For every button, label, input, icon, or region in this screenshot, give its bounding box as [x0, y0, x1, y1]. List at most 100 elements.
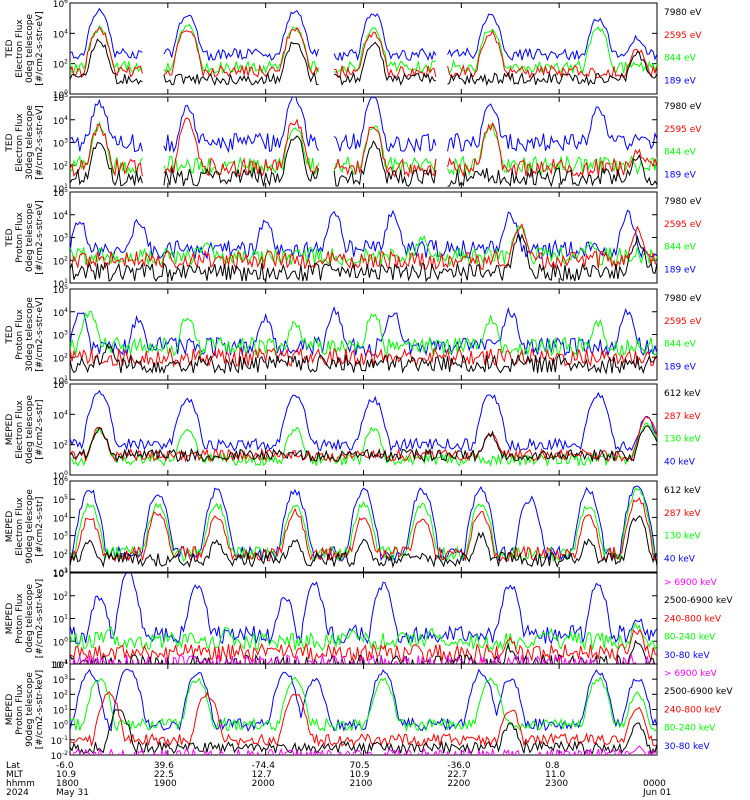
legend-entry: 7980 eV [664, 294, 702, 304]
series-80-240-kev [70, 622, 657, 652]
legend-entry: 2595 eV [664, 317, 702, 327]
plot-frame [69, 383, 658, 476]
y-axis-label-line: Electron Flux [15, 113, 25, 172]
legend-entry: 2595 eV [664, 220, 702, 230]
y-tick-label: 103 [53, 568, 68, 580]
y-axis-label-line: Electron Flux [15, 19, 25, 78]
y-tick-label: 104 [53, 307, 68, 319]
x-tick-mlt: 11.0 [545, 770, 565, 780]
y-axis-label-line: TED [5, 325, 15, 344]
series-7980-ev [70, 343, 657, 375]
data-traces [70, 389, 657, 468]
legend-entry: 130 keV [664, 435, 701, 445]
y-tick-label: 100 [53, 720, 68, 732]
y-axis-label-line: Proton Flux [15, 212, 25, 263]
legend-entry: 30-80 keV [664, 651, 710, 661]
y-tick-label: 106 [53, 0, 68, 10]
x-tick-hhmm: 1900 [154, 779, 177, 789]
panel-3: 105 104 103 102 101 TED Proton Flux 0deg telesc… [5, 187, 702, 290]
x-tick-hhmm: 2300 [545, 779, 568, 789]
x-tick-mlt: 12.7 [252, 770, 272, 780]
y-axis-label-line: [#/cm2-s-str-eV] [35, 297, 45, 372]
y-tick-label: 104 [53, 512, 68, 524]
series-240-800-kev [70, 691, 657, 748]
y-tick-label: 101 [53, 278, 68, 290]
legend-entry: 844 eV [664, 54, 697, 64]
y-axis-label-line: 30deg telescope [25, 297, 35, 372]
legend-entry: 844 eV [664, 243, 697, 253]
data-traces [70, 668, 657, 755]
y-tick-label: 105 [53, 92, 68, 104]
legend-entry: 130 keV [664, 532, 701, 542]
y-axis-label-line: [#/cm2-s-str-keV] [35, 670, 45, 749]
y-axis-label-line: [#/cm2-s-str-eV] [35, 200, 45, 275]
x-tick-mlt: 22.7 [447, 770, 467, 780]
series-612-kev [70, 515, 657, 569]
y-axis-label-line: Electron Flux [15, 497, 25, 556]
x-tick-date: May 31 [56, 788, 89, 798]
y-tick-label: 103 [53, 674, 68, 686]
series-80-240-kev [70, 676, 657, 732]
y-axis-label-line: [#/cm2-s-str-eV] [35, 105, 45, 180]
y-axis-label-line: TED [5, 133, 15, 152]
x-tick-date: Jun 01 [642, 788, 671, 798]
x-axis-row-label: hhmm [6, 779, 35, 789]
series-7980-ev [70, 135, 657, 188]
y-tick-label: 106 [53, 476, 68, 488]
plot-frame [69, 288, 658, 381]
y-axis-label-line: 0deg telescope [25, 203, 35, 273]
x-tick-hhmm: 2100 [350, 779, 373, 789]
x-tick-lat: -36.0 [447, 761, 471, 771]
y-axis-label-line: TED [5, 228, 15, 247]
x-tick-hhmm: 1800 [56, 779, 79, 789]
data-traces [70, 485, 657, 569]
panel-8: 104 103 102 101 100 10-1 10-2 MEPED Proton Flux 9… [5, 659, 733, 762]
y-tick-label: 100 [53, 89, 68, 101]
y-tick-label: 100 [53, 636, 68, 648]
legend-entry: 240-800 keV [664, 705, 722, 715]
series-130-kev [70, 487, 657, 563]
y-tick-label: 10-1 [51, 659, 69, 671]
y-axis-label-line: Proton Flux [15, 309, 25, 360]
series-2595-ev [70, 26, 657, 80]
plot-frame [69, 663, 658, 756]
y-tick-label: 104 [53, 659, 68, 671]
series-7980-ev [70, 232, 657, 283]
y-tick-label: 102 [53, 591, 68, 603]
x-axis-row-label: Lat [6, 761, 21, 771]
series-130-kev [70, 422, 657, 468]
series-30-80-kev [70, 573, 657, 645]
legend-entry: 612 keV [664, 389, 701, 399]
x-tick-lat: 70.5 [350, 761, 370, 771]
series-287-kev [70, 497, 657, 563]
panel-5: 106 104 102 100 MEPED Electron Flux 0deg teles… [5, 379, 701, 482]
y-axis-label-line: Electron Flux [15, 400, 25, 459]
legend-entry: 80-240 keV [664, 724, 716, 734]
y-axis-label-line: [#/cm2-s-str-keV] [35, 579, 45, 658]
data-traces [70, 7, 657, 87]
x-tick-mlt: 22.5 [154, 770, 174, 780]
y-tick-label: 101 [53, 183, 68, 195]
y-axis-label-line: [#/cm2-s-str] [35, 496, 45, 556]
series-189-ev [70, 209, 657, 260]
legend-entry: 40 keV [664, 554, 696, 564]
panel-6: 106 105 104 103 102 101 MEPED Electron Flux 90de… [5, 476, 701, 579]
y-tick-label: 106 [53, 379, 68, 391]
y-axis-label-line: MEPED [5, 414, 15, 446]
x-tick-lat: 39.6 [154, 761, 174, 771]
y-tick-label: 101 [53, 375, 68, 387]
series-612-kev [70, 425, 657, 463]
series-40-kev [70, 485, 657, 563]
panel-2: 105 104 103 102 101 TED Electron Flux 30deg tel… [5, 92, 702, 195]
y-tick-label: 105 [53, 284, 68, 296]
legend-entry: 844 eV [664, 148, 697, 158]
y-tick-label: 101 [53, 614, 68, 626]
legend-entry: 7980 eV [664, 102, 702, 112]
legend-entry: 240-800 keV [664, 614, 722, 624]
panel-7: 103 102 101 100 10-1 MEPED Proton Flux 0deg tel… [5, 568, 733, 671]
legend-entry: 287 keV [664, 412, 701, 422]
x-axis-row-label: 2024 [6, 788, 29, 798]
x-tick-mlt: 10.9 [350, 770, 370, 780]
y-axis-label-line: 0deg telescope [25, 14, 35, 84]
